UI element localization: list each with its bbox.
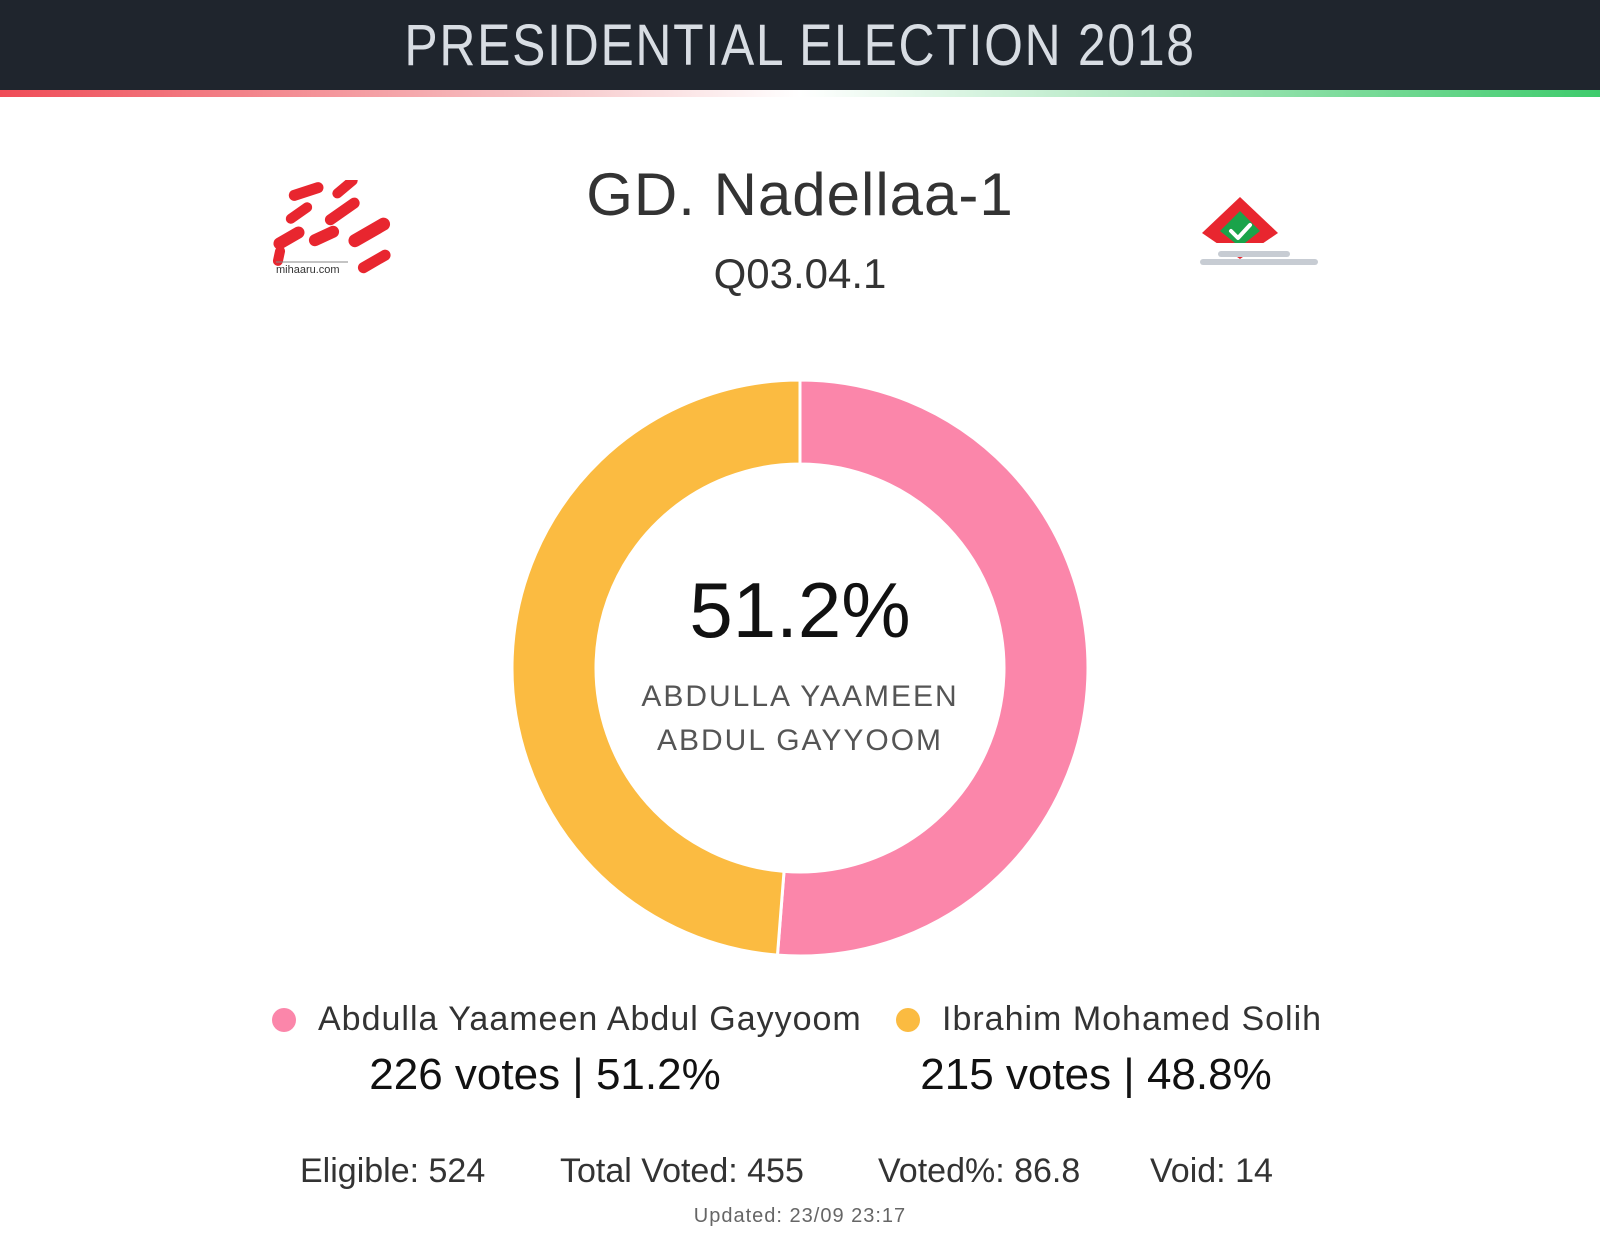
center-candidate-name: ABDULLA YAAMEEN ABDUL GAYYOOM — [600, 675, 1000, 763]
stat-void: Void: 14 — [1150, 1152, 1273, 1190]
location-code-text: Q03.04.1 — [713, 250, 887, 297]
legend-votes-candidate-2: 215 votes | 48.8% — [920, 1050, 1272, 1099]
ballot-box-check-icon — [1200, 195, 1330, 275]
stat-eligible: Eligible: 524 — [300, 1152, 486, 1190]
mihaaru-logo-text: mihaaru.com — [276, 264, 340, 276]
legend-name-candidate-2: Ibrahim Mohamed Solih — [942, 1000, 1323, 1038]
updated-timestamp: Updated: 23/09 23:17 — [693, 1205, 907, 1227]
legend-dot-candidate-2 — [896, 1007, 920, 1032]
legend-item-candidate-1: Abdulla Yaameen Abdul Gayyoom — [272, 1000, 862, 1039]
donut-chart — [510, 378, 1090, 958]
stat-total-voted: Total Voted: 455 — [560, 1152, 804, 1190]
legend-item-candidate-2: Ibrahim Mohamed Solih — [896, 1000, 1322, 1039]
page-title: PRESIDENTIAL ELECTION 2018 — [404, 12, 1196, 78]
donut-slice-2 — [510, 378, 802, 957]
center-percent: 51.2% — [689, 566, 911, 654]
mihaaru-logo-icon: mihaaru.com — [272, 175, 391, 276]
location-code: Q03.04.1 — [0, 250, 1600, 298]
stat-voted-percent: Voted%: 86.8 — [878, 1152, 1081, 1190]
legend-name-candidate-1: Abdulla Yaameen Abdul Gayyoom — [318, 1000, 862, 1038]
center-name-line-2: ABDUL GAYYOOM — [656, 724, 944, 757]
accent-gradient-bar — [0, 90, 1600, 97]
mihaaru-logo: mihaaru.com — [270, 175, 400, 285]
legend-dot-candidate-1 — [272, 1007, 296, 1032]
location-name-text: GD. Nadellaa-1 — [586, 161, 1014, 228]
legend-votes-candidate-1: 226 votes | 51.2% — [369, 1050, 721, 1099]
header-bar: PRESIDENTIAL ELECTION 2018 — [0, 0, 1600, 90]
donut-slice-1 — [775, 378, 1090, 958]
center-name-line-1: ABDULLA YAAMEEN — [641, 680, 959, 713]
location-name: GD. Nadellaa-1 — [0, 160, 1600, 229]
